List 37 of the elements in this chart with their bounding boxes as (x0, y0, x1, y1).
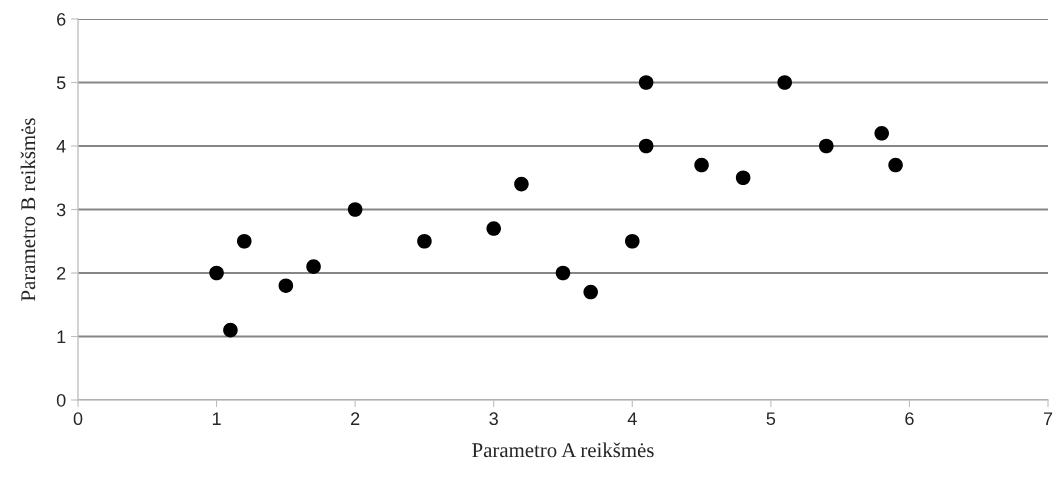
y-tick-label: 1 (57, 330, 66, 344)
point (583, 284, 598, 300)
x-tick-label: 4 (627, 412, 637, 425)
x-tick-label: 5 (766, 412, 776, 426)
x-tick-label: 6 (905, 412, 914, 426)
y-axis-title: Parametro B reikšmės (20, 118, 36, 301)
point (237, 233, 252, 249)
point (555, 265, 571, 281)
point (638, 75, 654, 90)
x-tick-label: 2 (351, 412, 360, 425)
point (638, 138, 654, 154)
point (625, 233, 640, 249)
y-tick-label: 0 (56, 393, 66, 407)
y-tick-label: 6 (57, 12, 66, 26)
point (888, 157, 903, 173)
x-tick-label: 1 (212, 412, 221, 425)
point (819, 138, 834, 154)
point (514, 176, 529, 192)
point (223, 322, 238, 338)
y-tick-label: 5 (56, 76, 66, 90)
point (306, 259, 321, 274)
point (417, 233, 432, 249)
point (735, 170, 751, 186)
point (347, 202, 363, 217)
y-tick-label: 4 (56, 140, 66, 153)
x-axis-title: Parametro A reikšmės (472, 442, 654, 458)
point (278, 278, 294, 293)
point (694, 157, 709, 173)
point (486, 221, 501, 236)
y-tick-label: 2 (57, 266, 66, 280)
y-tick-label: 3 (56, 203, 66, 217)
point (777, 75, 792, 90)
point (209, 265, 224, 281)
x-tick-label: 7 (1043, 412, 1053, 425)
x-tick-label: 0 (73, 412, 83, 426)
x-tick-label: 3 (489, 412, 498, 426)
point (874, 126, 889, 141)
